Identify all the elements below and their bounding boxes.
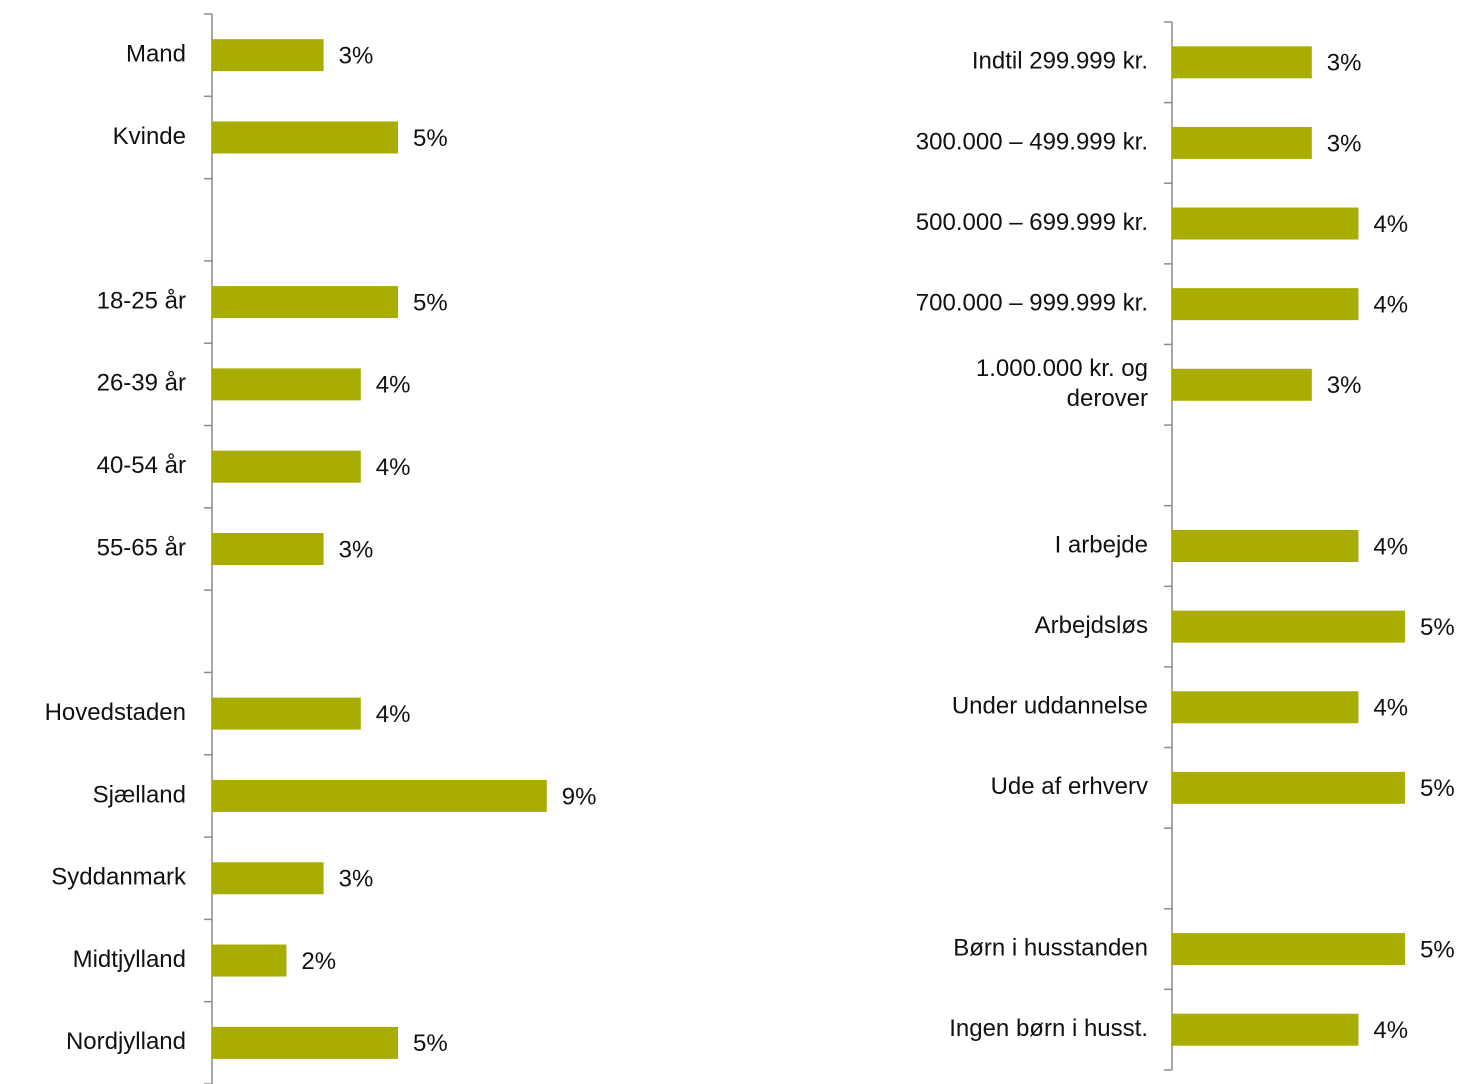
category-label: Ude af erhverv [991,773,1148,800]
category-label: 18-25 år [97,287,186,314]
bar [1172,126,1312,159]
category-label: 700.000 – 999.999 kr. [916,289,1148,316]
category-label: 55-65 år [97,534,186,561]
bar [212,39,324,72]
bar [212,533,324,565]
bar [1172,610,1405,643]
category-label: Mand [126,40,186,67]
bar [1172,46,1312,79]
bar [212,779,547,812]
value-label: 5% [1420,614,1455,641]
value-label: 4% [376,454,411,481]
value-label: 3% [339,866,374,893]
category-label: Sjælland [93,781,186,808]
value-label: 4% [376,701,411,728]
bar [212,368,361,401]
category-label: Nordjylland [66,1028,186,1055]
value-label: 4% [1373,291,1408,318]
bar [1172,530,1359,562]
value-label: 3% [1327,130,1362,157]
bar [212,862,324,895]
value-label: 9% [562,783,597,810]
value-label: 4% [1373,211,1408,238]
category-label: Ingen børn i husst. [949,1015,1148,1042]
category-label: Syddanmark [51,864,187,891]
bar [212,450,361,483]
bar [212,944,287,977]
value-label: 3% [339,42,374,69]
value-label: 5% [1420,775,1455,802]
value-label: 3% [339,536,374,563]
category-label: Kvinde [113,123,186,150]
category-label: Midtjylland [73,946,186,973]
category-label: Hovedstaden [45,699,186,726]
value-label: 3% [1327,50,1362,77]
bar [212,121,398,154]
value-label: 4% [1373,533,1408,560]
category-label: Arbejdsløs [1035,612,1148,639]
category-label: Børn i husstanden [953,934,1148,961]
category-label: Indtil 299.999 kr. [972,48,1148,75]
value-label: 5% [413,125,448,152]
value-label: 5% [413,1030,448,1057]
value-label: 2% [301,948,336,975]
bar [212,697,361,730]
bar [1172,207,1359,240]
category-label: 26-39 år [97,370,186,397]
bar [1172,1013,1359,1046]
bar [1172,368,1312,401]
value-label: 4% [1373,1017,1408,1044]
category-label: Under uddannelse [952,693,1148,720]
value-label: 5% [413,289,448,316]
bar [1172,691,1359,724]
category-label: 1.000.000 kr. og derover [976,355,1148,412]
category-label: 40-54 år [97,452,186,479]
category-label: 300.000 – 499.999 kr. [916,128,1148,155]
bar [212,1026,398,1059]
bar [1172,933,1405,966]
value-label: 3% [1327,372,1362,399]
bar [1172,771,1405,804]
value-label: 5% [1420,936,1455,963]
category-label: I arbejde [1055,531,1148,558]
value-label: 4% [376,372,411,399]
value-label: 4% [1373,695,1408,722]
category-label: 500.000 – 699.999 kr. [916,209,1148,236]
bar [212,286,398,319]
bar [1172,288,1359,321]
